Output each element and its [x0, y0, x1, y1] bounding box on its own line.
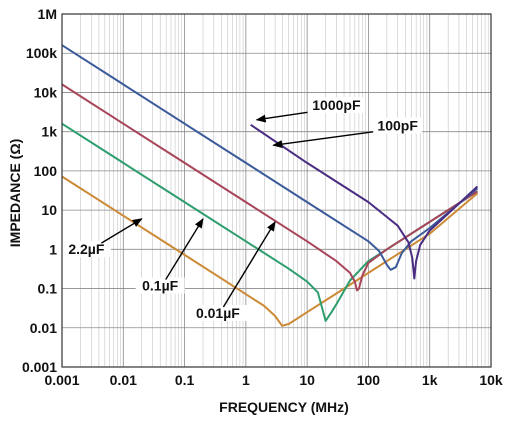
- series-line-100pf: [250, 123, 479, 280]
- y-tick-label: 100: [34, 163, 58, 179]
- series-line-2-2-f: [61, 175, 479, 327]
- annotation-bg: [307, 97, 366, 114]
- y-tick-label: 0.1: [38, 281, 58, 297]
- x-tick-label: 0.01: [110, 372, 137, 388]
- y-tick-label: 100k: [26, 45, 57, 61]
- annotation-arrow-0-01-f: [222, 221, 276, 308]
- annotation-label-2-2-f: 2.2µF: [68, 241, 105, 257]
- series-line-0-01-f: [61, 83, 478, 292]
- plot-frame: [61, 13, 492, 368]
- y-tick-label: 1M: [38, 6, 57, 22]
- series-layer: [61, 44, 479, 327]
- x-tick-label: 10k: [479, 372, 503, 388]
- plot-border: [61, 13, 492, 368]
- y-tick-label: 0.01: [30, 320, 57, 336]
- x-tick-label: 1: [242, 372, 250, 388]
- annotation-bg: [61, 241, 111, 258]
- annotation-label-1000pf: 1000pF: [312, 97, 361, 113]
- y-tick-label: 10: [41, 202, 57, 218]
- y-axis-label: IMPEDANCE (Ω): [7, 139, 23, 247]
- tick-labels: 0.001 0.01 0.1 1 10 100 1k 10k0.0010.010.111010…: [22, 6, 503, 388]
- series-line-0-1-f: [61, 122, 478, 322]
- annotation-arrow-1000pf: [255, 111, 308, 123]
- y-tick-label: 1k: [41, 124, 57, 140]
- annotation-label-0-01-f: 0.01µF: [196, 305, 240, 321]
- annotation-bg: [135, 277, 185, 294]
- x-tick-label: 10: [299, 372, 315, 388]
- annotation-arrow-2-2-f: [100, 218, 143, 244]
- chart-grid: [61, 13, 492, 368]
- y-tick-label: 10k: [34, 84, 58, 100]
- annotation-bg: [189, 304, 247, 321]
- annotation-layer: 1000pF 100pF 2.2µF 0.1µF 0.01µF: [61, 97, 423, 321]
- x-tick-label: 0.001: [44, 372, 79, 388]
- x-tick-label: 1k: [422, 372, 438, 388]
- series-line-1000pf: [61, 44, 479, 271]
- y-tick-label: 0.001: [22, 359, 57, 375]
- y-tick-label: 1: [49, 241, 57, 257]
- annotation-label-0-1-f: 0.1µF: [142, 278, 179, 294]
- x-tick-label: 100: [357, 372, 381, 388]
- annotation-arrow-100pf: [272, 131, 374, 149]
- annotation-arrow-0-1-f: [165, 217, 204, 280]
- x-tick-label: 0.1: [175, 372, 195, 388]
- annotation-bg: [373, 117, 423, 134]
- x-axis-label: FREQUENCY (MHz): [219, 399, 349, 415]
- annotation-label-100pf: 100pF: [377, 118, 418, 134]
